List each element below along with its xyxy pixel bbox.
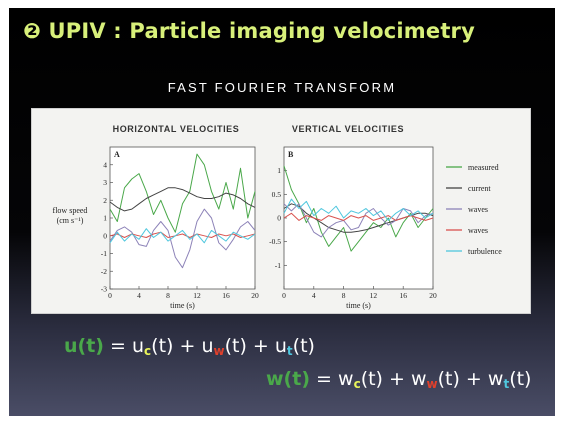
eq-w-sub-current: c xyxy=(353,377,361,391)
eq-w-term3: w xyxy=(487,368,504,390)
legend-label-1: current xyxy=(468,184,491,193)
panel-b-ytick-label: 0 xyxy=(277,214,281,223)
figure-panel: HORIZONTAL VELOCITIES A 0 4 8 12 16 20 -3 -2 -1 0 1 2… xyxy=(31,108,531,314)
panel-a-xtick-label: 0 xyxy=(108,291,112,300)
panel-a-series-measured-0 xyxy=(109,153,256,233)
eq-u-equals: = xyxy=(103,335,132,357)
panel-a-ytick-label: 1 xyxy=(103,214,107,223)
slide-subtitle: FAST FOURIER TRANSFORM xyxy=(167,80,397,95)
eq-w-rest3: (t) xyxy=(509,368,532,390)
panel-a-label: A xyxy=(114,150,120,159)
panel-a-plot-area xyxy=(109,146,256,290)
eq-u-sub-turbulence: t xyxy=(286,344,293,358)
eq-w-equals: = xyxy=(310,368,339,390)
eq-u-rest2: (t) + xyxy=(224,335,275,357)
panel-b-xtick-label: 20 xyxy=(429,291,437,300)
panel-a-ylabel: flow speed xyxy=(53,206,88,215)
panel-a-series-current-1 xyxy=(109,187,256,212)
panel-b-ytick-label: 0.5 xyxy=(272,190,282,199)
panel-a-ytick-label: 2 xyxy=(103,196,107,205)
panel-b-xtick-label: 8 xyxy=(342,291,346,300)
panel-b-xtick-label: 0 xyxy=(282,291,286,300)
eq-w-rest2: (t) + xyxy=(437,368,488,390)
panel-b-series-waves-3 xyxy=(283,212,434,221)
panel-a-series-turbulence-4 xyxy=(109,228,256,244)
eq-u-rest3: (t) xyxy=(292,335,315,357)
legend-label-2: waves xyxy=(468,205,488,214)
slide: ❷ UPIV : Particle imaging velocimetry FA… xyxy=(9,8,555,416)
slide-title: ❷ UPIV : Particle imaging velocimetry xyxy=(23,19,475,43)
panel-a-xtick-label: 4 xyxy=(137,291,141,300)
panel-b-ytick-label: 1 xyxy=(277,166,281,175)
panel-b-series-waves-2 xyxy=(283,203,434,238)
panel-b-title: VERTICAL VELOCITIES xyxy=(292,124,404,134)
panel-b-xlabel: time (s) xyxy=(346,301,371,310)
panel-a-xtick-label: 8 xyxy=(166,291,170,300)
eq-w-sub-waves: w xyxy=(426,377,438,391)
panel-b-xtick-label: 12 xyxy=(370,291,378,300)
panel-a-ytick-label: 0 xyxy=(103,231,107,240)
eq-w-rest1: (t) + xyxy=(360,368,411,390)
panel-b-xtick-label: 4 xyxy=(312,291,316,300)
panel-a-ytick-label: 4 xyxy=(103,160,107,169)
eq-u-rest1: (t) + xyxy=(151,335,202,357)
eq-w-term1: w xyxy=(338,368,354,390)
panel-a-xtick-label: 16 xyxy=(222,291,230,300)
panel-b-series-turbulence-4 xyxy=(283,198,434,221)
panel-a-ytick-label: 3 xyxy=(103,178,107,187)
eq-w-term2: w xyxy=(410,368,427,390)
eq-u-term1: u xyxy=(131,335,145,357)
panel-b-ytick-label: -0.5 xyxy=(269,237,281,246)
legend-label-4: turbulence xyxy=(468,247,502,256)
panel-a-ytick-label: -3 xyxy=(101,285,107,294)
panel-a-ytick-label: -1 xyxy=(101,249,107,258)
panel-a-ylabel-unit: (cm s⁻¹) xyxy=(57,216,84,225)
equation-w: w(t) = wc(t) + ww(t) + wt(t) xyxy=(266,368,532,391)
equation-u: u(t) = uc(t) + uw(t) + ut(t) xyxy=(64,335,315,358)
panel-b-ytick-label: -1 xyxy=(275,261,281,270)
panel-a-ytick-label: -2 xyxy=(101,267,107,276)
panel-b-xtick-label: 16 xyxy=(399,291,407,300)
panel-a-xtick-label: 12 xyxy=(193,291,201,300)
eq-u-sub-waves: w xyxy=(213,344,225,358)
panel-b-label: B xyxy=(288,150,294,159)
legend-label-0: measured xyxy=(468,163,499,172)
panel-a-title: HORIZONTAL VELOCITIES xyxy=(113,124,240,134)
eq-u-term2: u xyxy=(201,335,214,357)
legend-label-3: waves xyxy=(468,226,488,235)
eq-u-term3: u xyxy=(274,335,287,357)
eq-u-lhs: u(t) xyxy=(64,335,104,357)
eq-w-lhs: w(t) xyxy=(266,368,311,390)
panel-a-xtick-label: 20 xyxy=(251,291,259,300)
eq-w-sub-turbulence: t xyxy=(503,377,510,391)
panel-a-xlabel: time (s) xyxy=(170,301,195,310)
eq-u-sub-current: c xyxy=(144,344,152,358)
